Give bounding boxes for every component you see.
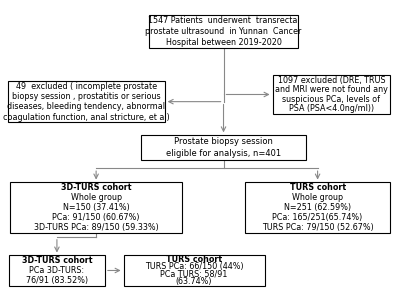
Text: 76/91 (83.52%): 76/91 (83.52%) bbox=[26, 276, 88, 285]
Text: coagulation function, anal stricture, et al): coagulation function, anal stricture, et… bbox=[3, 113, 170, 122]
Text: PSA (PSA<4.0ng/ml)): PSA (PSA<4.0ng/ml)) bbox=[289, 105, 374, 114]
Text: Prostate biopsy session: Prostate biopsy session bbox=[174, 137, 273, 146]
Text: TURS PCa: 66/150 (44%): TURS PCa: 66/150 (44%) bbox=[145, 262, 244, 271]
FancyBboxPatch shape bbox=[149, 15, 298, 48]
FancyBboxPatch shape bbox=[9, 256, 105, 286]
Text: (63.74%): (63.74%) bbox=[176, 277, 212, 286]
Text: suspicious PCa, levels of: suspicious PCa, levels of bbox=[282, 95, 380, 104]
Text: and MRI were not found any: and MRI were not found any bbox=[275, 85, 388, 94]
Text: PCa: 165/251(65.74%): PCa: 165/251(65.74%) bbox=[272, 213, 363, 222]
Text: TURS cohort: TURS cohort bbox=[166, 255, 222, 264]
Text: Whole group: Whole group bbox=[70, 193, 122, 202]
Text: PCa: 91/150 (60.67%): PCa: 91/150 (60.67%) bbox=[52, 213, 140, 222]
Text: 3D-TURS cohort: 3D-TURS cohort bbox=[22, 256, 92, 265]
Text: prostate ultrasound  in Yunnan  Cancer: prostate ultrasound in Yunnan Cancer bbox=[145, 27, 302, 36]
Text: 3D-TURS cohort: 3D-TURS cohort bbox=[61, 183, 131, 192]
Text: N=150 (37.41%): N=150 (37.41%) bbox=[63, 203, 130, 212]
Text: 3D-TURS PCa: 89/150 (59.33%): 3D-TURS PCa: 89/150 (59.33%) bbox=[34, 223, 158, 232]
FancyBboxPatch shape bbox=[141, 135, 306, 160]
Text: Hospital between 2019-2020: Hospital between 2019-2020 bbox=[166, 38, 282, 47]
Text: N=251 (62.59%): N=251 (62.59%) bbox=[284, 203, 351, 212]
Text: diseases, bleeding tendency, abnormal: diseases, bleeding tendency, abnormal bbox=[7, 102, 165, 111]
FancyBboxPatch shape bbox=[245, 182, 390, 232]
FancyBboxPatch shape bbox=[124, 256, 265, 286]
Text: PCa 3D-TURS:: PCa 3D-TURS: bbox=[29, 266, 84, 275]
Text: Whole group: Whole group bbox=[292, 193, 343, 202]
Text: 1097 excluded (DRE, TRUS: 1097 excluded (DRE, TRUS bbox=[278, 76, 385, 84]
Text: eligible for analysis, n=401: eligible for analysis, n=401 bbox=[166, 149, 281, 158]
Text: TURS cohort: TURS cohort bbox=[290, 183, 346, 192]
FancyBboxPatch shape bbox=[8, 81, 165, 122]
Text: PCa TURS: 58/91: PCa TURS: 58/91 bbox=[160, 270, 228, 279]
Text: biopsy session , prostatitis or serious: biopsy session , prostatitis or serious bbox=[12, 92, 161, 101]
Text: 1547 Patients  underwent  transrectal: 1547 Patients underwent transrectal bbox=[148, 16, 299, 25]
Text: 49  excluded ( incomplete prostate: 49 excluded ( incomplete prostate bbox=[16, 81, 157, 91]
FancyBboxPatch shape bbox=[10, 182, 182, 232]
Text: TURS PCa: 79/150 (52.67%): TURS PCa: 79/150 (52.67%) bbox=[262, 223, 374, 232]
FancyBboxPatch shape bbox=[272, 75, 390, 114]
